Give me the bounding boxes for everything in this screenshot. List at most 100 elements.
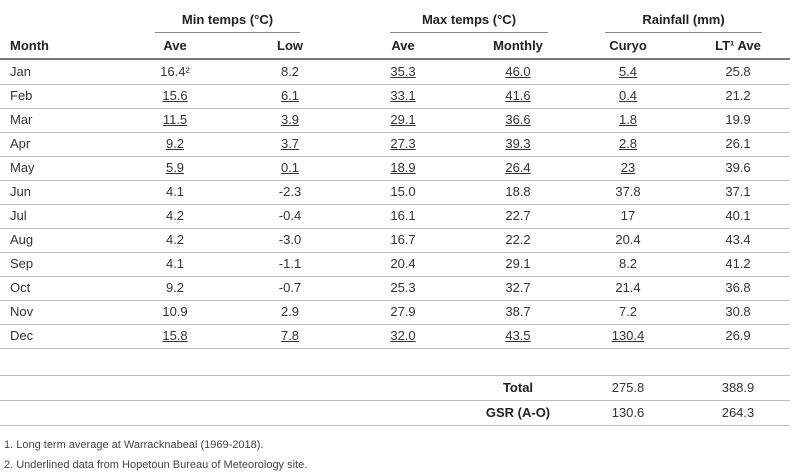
row-label: Jan <box>10 64 31 79</box>
summary-value: 388.9 <box>721 380 755 395</box>
cell: 23 <box>620 160 636 175</box>
cell: 4.2 <box>165 232 185 247</box>
column-header: Ave <box>163 38 187 53</box>
rule <box>0 84 790 85</box>
rule <box>390 32 548 33</box>
cell: 22.2 <box>505 232 531 247</box>
cell: 16.7 <box>390 232 416 247</box>
cell: 25.8 <box>725 64 751 79</box>
rule <box>0 156 790 157</box>
rule <box>0 425 790 426</box>
cell: 18.9 <box>390 160 416 175</box>
row-label: Jun <box>10 184 31 199</box>
rule <box>0 252 790 253</box>
row-label: May <box>10 160 35 175</box>
column-header: Month <box>10 38 49 53</box>
summary-value: 275.8 <box>611 380 645 395</box>
cell: 43.5 <box>505 328 531 343</box>
row-label: Aug <box>10 232 34 247</box>
cell: 40.1 <box>725 208 751 223</box>
cell: 6.1 <box>280 88 300 103</box>
cell: 41.6 <box>505 88 531 103</box>
cell: 1.8 <box>618 112 638 127</box>
row-label: Sep <box>10 256 34 271</box>
rule <box>605 32 762 33</box>
group-header: Rainfall (mm) <box>642 12 725 27</box>
row-label: Jul <box>10 208 27 223</box>
rule <box>0 108 790 109</box>
row-label: Nov <box>10 304 34 319</box>
cell: 20.4 <box>390 256 416 271</box>
cell: 26.1 <box>725 136 751 151</box>
cell: 7.2 <box>618 304 638 319</box>
cell: 11.5 <box>162 112 188 127</box>
cell: 3.9 <box>280 112 300 127</box>
rule <box>155 32 300 33</box>
cell: -2.3 <box>278 184 302 199</box>
cell: 0.1 <box>280 160 300 175</box>
rule <box>0 276 790 277</box>
cell: 37.1 <box>725 184 751 199</box>
rule <box>0 324 790 325</box>
cell: 7.8 <box>280 328 300 343</box>
cell: 0.4 <box>618 88 638 103</box>
cell: 26.4 <box>505 160 531 175</box>
cell: 2.8 <box>618 136 638 151</box>
summary-value: 264.3 <box>721 405 755 420</box>
cell: 4.1 <box>165 184 185 199</box>
cell: 4.1 <box>165 256 185 271</box>
cell: 9.2 <box>165 136 185 151</box>
footnote: 2. Underlined data from Hopetoun Bureau … <box>4 459 308 471</box>
cell: 18.8 <box>505 184 531 199</box>
cell: 33.1 <box>390 88 416 103</box>
cell: 15.6 <box>162 88 188 103</box>
column-header: Monthly <box>493 38 543 53</box>
cell: 32.0 <box>390 328 416 343</box>
cell: 36.6 <box>505 112 531 127</box>
summary-label: GSR (A-O) <box>485 405 551 420</box>
rule <box>0 348 790 349</box>
cell: -3.0 <box>278 232 302 247</box>
summary-value: 130.6 <box>611 405 645 420</box>
cell: 22.7 <box>505 208 531 223</box>
row-label: Apr <box>10 136 31 151</box>
rule <box>0 58 790 60</box>
cell: 35.3 <box>390 64 416 79</box>
cell: 130.4 <box>611 328 645 343</box>
cell: 26.9 <box>725 328 751 343</box>
rule <box>0 132 790 133</box>
rule <box>0 204 790 205</box>
cell: 5.9 <box>165 160 185 175</box>
cell: -0.7 <box>278 280 302 295</box>
cell: 30.8 <box>725 304 751 319</box>
group-header: Min temps (°C) <box>181 12 274 27</box>
cell: 10.9 <box>162 304 188 319</box>
cell: 25.3 <box>390 280 416 295</box>
cell: 15.0 <box>390 184 416 199</box>
rule <box>0 300 790 301</box>
cell: 17 <box>620 208 636 223</box>
cell: 41.2 <box>725 256 751 271</box>
row-label: Oct <box>10 280 31 295</box>
column-header: Curyo <box>609 38 647 53</box>
cell: 5.4 <box>618 64 638 79</box>
cell: 37.8 <box>615 184 641 199</box>
cell: -0.4 <box>278 208 302 223</box>
rule <box>0 180 790 181</box>
cell: 15.8 <box>162 328 188 343</box>
cell: 27.9 <box>390 304 416 319</box>
cell: 38.7 <box>505 304 531 319</box>
cell: 16.1 <box>390 208 416 223</box>
row-label: Feb <box>10 88 33 103</box>
cell: 16.4² <box>160 64 190 79</box>
column-header: Ave <box>391 38 415 53</box>
cell: 21.4 <box>615 280 641 295</box>
footnote: 1. Long term average at Warracknabeal (1… <box>4 439 264 451</box>
cell: 36.8 <box>725 280 751 295</box>
cell: 3.7 <box>280 136 300 151</box>
rule <box>0 400 790 401</box>
cell: 21.2 <box>725 88 751 103</box>
row-label: Mar <box>10 112 33 127</box>
cell: 29.1 <box>505 256 531 271</box>
